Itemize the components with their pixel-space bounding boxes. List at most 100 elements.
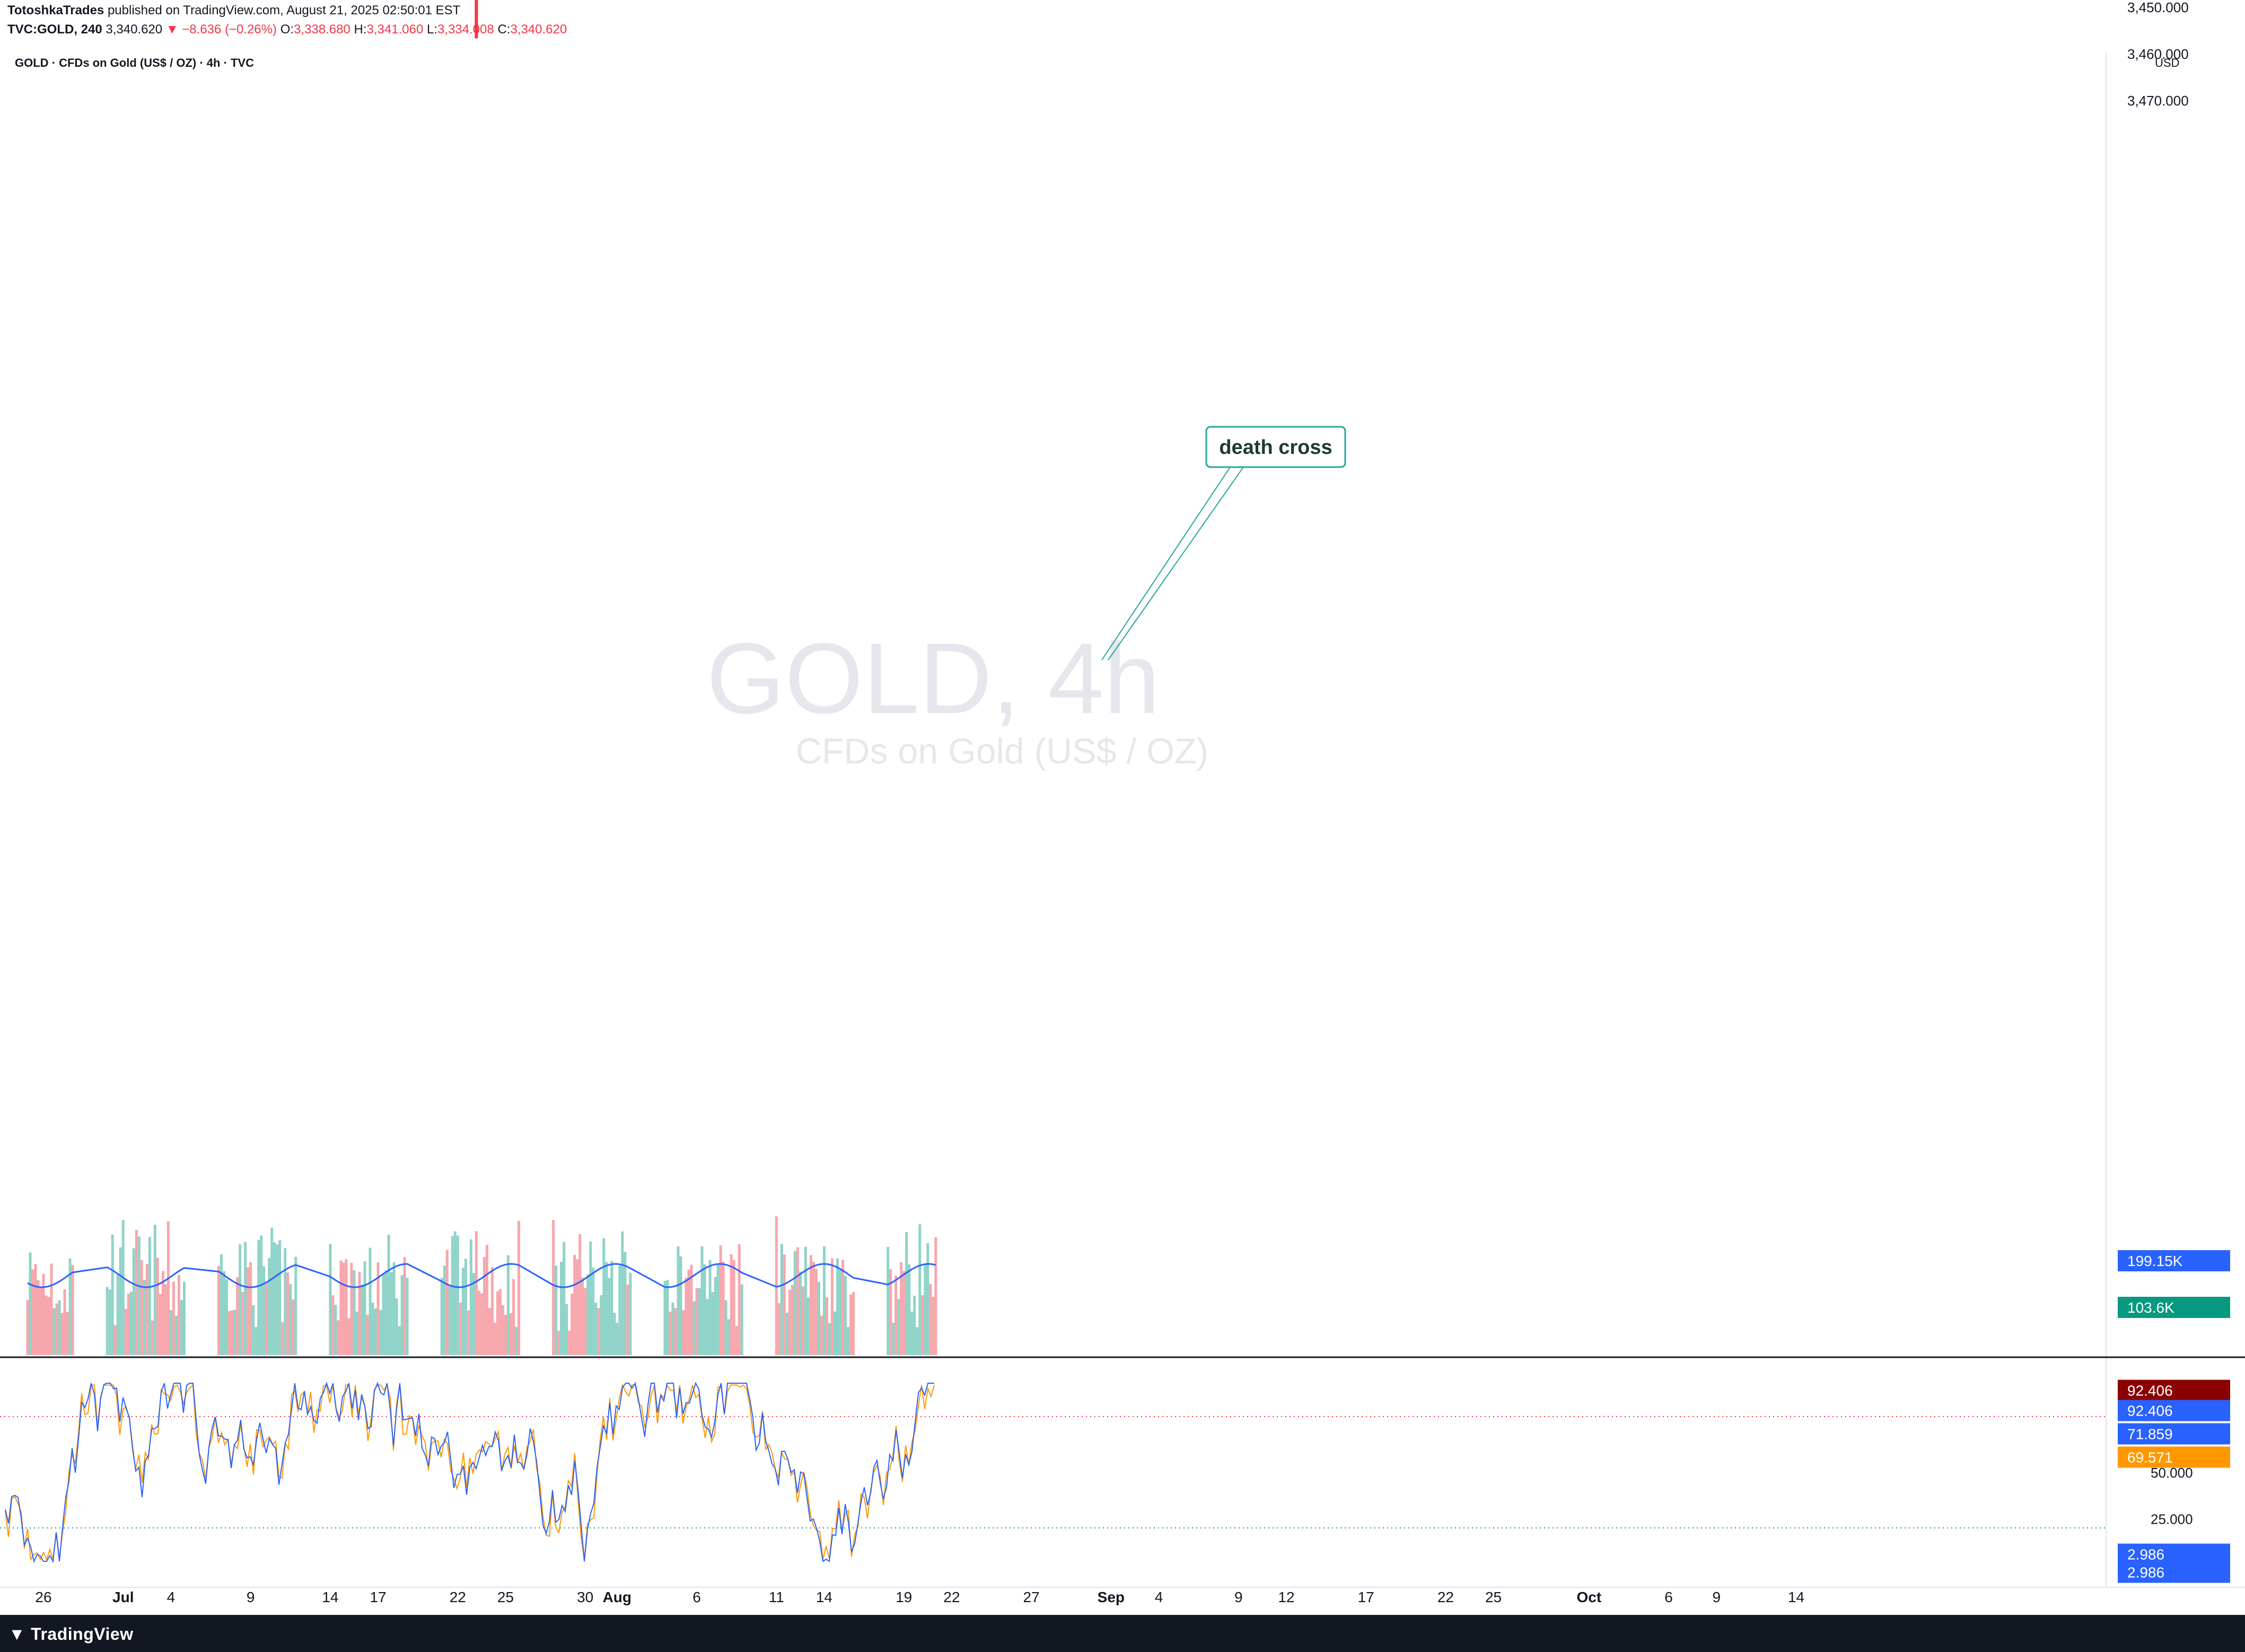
time-tick-label[interactable]: 22 xyxy=(943,1589,960,1605)
volume-bar xyxy=(844,1276,847,1355)
time-tick-label[interactable]: 11 xyxy=(769,1589,784,1605)
volume-bar xyxy=(719,1245,722,1355)
stoch-tag[interactable]: 2.986 xyxy=(2127,1565,2164,1581)
time-tick-label[interactable]: 14 xyxy=(322,1589,338,1605)
stoch-tag[interactable]: 92.406 xyxy=(2127,1383,2173,1399)
price-tick-label[interactable]: 3,450.000 xyxy=(2127,0,2189,15)
volume-bar xyxy=(918,1224,922,1355)
volume-bar xyxy=(708,1260,712,1355)
volume-bar xyxy=(730,1254,733,1355)
volume-bar xyxy=(555,1265,558,1355)
volume-bar xyxy=(453,1231,457,1355)
time-tick-label[interactable]: 17 xyxy=(1358,1589,1374,1605)
time-tick-label[interactable]: Sep xyxy=(1098,1589,1125,1605)
tradingview-logo[interactable]: ▼ TradingView xyxy=(8,1624,134,1644)
volume-bar xyxy=(148,1237,151,1355)
volume-bar xyxy=(71,1264,74,1355)
time-tick-label[interactable]: 4 xyxy=(1155,1589,1163,1605)
volume-bar xyxy=(557,1331,560,1355)
volume-bar xyxy=(220,1254,223,1355)
time-tick-label[interactable]: 25 xyxy=(497,1589,514,1605)
volume-bar xyxy=(225,1279,229,1355)
time-tick-label[interactable]: 25 xyxy=(1485,1589,1502,1605)
price-tick-label[interactable]: 3,460.000 xyxy=(2127,46,2189,62)
price-axis[interactable]: 3,470.0003,460.0003,450.0003,440.0003,43… xyxy=(2104,0,2230,1583)
volume-bar xyxy=(379,1310,382,1355)
volume-bar xyxy=(602,1238,606,1355)
volume-bar xyxy=(260,1235,263,1355)
time-tick-label[interactable]: 9 xyxy=(247,1589,255,1605)
volume-bar xyxy=(140,1260,143,1355)
volume-bar xyxy=(592,1267,595,1355)
volume-bar xyxy=(37,1280,40,1355)
time-tick-label[interactable]: 9 xyxy=(1234,1589,1243,1605)
time-tick-label[interactable]: 22 xyxy=(450,1589,466,1605)
time-tick-label[interactable]: 17 xyxy=(370,1589,386,1605)
time-tick-label[interactable]: 6 xyxy=(1664,1589,1673,1605)
volume-bar xyxy=(182,1281,186,1355)
volume-bar xyxy=(252,1305,255,1355)
volume-bar xyxy=(692,1301,696,1355)
stoch-tag[interactable]: 92.406 xyxy=(2127,1403,2173,1419)
stoch-tag[interactable]: 69.571 xyxy=(2127,1449,2173,1466)
volume-bar xyxy=(459,1303,462,1355)
volume-bar xyxy=(174,1315,178,1355)
volume-bar xyxy=(292,1299,295,1355)
volume-bar xyxy=(908,1264,911,1355)
stoch-tag[interactable]: 71.859 xyxy=(2127,1426,2173,1442)
time-tick-label[interactable]: Aug xyxy=(603,1589,632,1605)
volume-bar xyxy=(852,1292,855,1355)
volume-bar xyxy=(616,1322,619,1355)
stoch-tag[interactable]: 2.986 xyxy=(2127,1546,2164,1563)
time-tick-label[interactable]: 4 xyxy=(167,1589,176,1605)
volume-bar xyxy=(573,1254,576,1355)
time-tick-label[interactable]: 14 xyxy=(1788,1589,1804,1605)
stoch-k-line xyxy=(5,1381,934,1563)
symbol-line[interactable]: TVC:GOLD, 240 xyxy=(7,22,102,37)
price-tick-label[interactable]: 3,470.000 xyxy=(2127,93,2189,109)
time-tick-label[interactable]: 14 xyxy=(816,1589,832,1605)
time-axis[interactable]: 26 Jul 4 9 14 17 22 25 30 Aug 6 11 14 19 22 27 Sep 4 9 12 17… xyxy=(35,1589,1804,1605)
chart-canvas[interactable]: GOLD, 4h CFDs on Gold (US$ / OZ) sell zo… xyxy=(0,0,2245,1615)
time-tick-label[interactable]: Oct xyxy=(1577,1589,1602,1605)
volume-bar xyxy=(669,1312,672,1355)
volume-bar xyxy=(608,1278,611,1355)
volume-bar xyxy=(480,1293,483,1355)
volume-bar xyxy=(488,1307,491,1355)
high-value: 3,341.060 xyxy=(366,22,424,37)
volume-bar xyxy=(913,1295,916,1355)
time-tick-label[interactable]: 9 xyxy=(1712,1589,1721,1605)
volume-bar xyxy=(777,1303,781,1355)
time-tick-label[interactable]: 30 xyxy=(577,1589,593,1605)
stoch-tag-box xyxy=(2118,1379,2230,1401)
volume-bar xyxy=(560,1261,563,1355)
volume-tag[interactable]: 103.6K xyxy=(2127,1299,2174,1316)
time-tick-label[interactable]: 12 xyxy=(1278,1589,1294,1605)
time-tick-label[interactable]: Jul xyxy=(112,1589,134,1605)
volume-bar xyxy=(490,1267,494,1355)
time-tick-label[interactable]: 6 xyxy=(692,1589,701,1605)
volume-bar xyxy=(820,1315,823,1355)
volume-bar xyxy=(329,1244,332,1355)
volume-bar xyxy=(576,1259,579,1355)
time-tick-label[interactable]: 19 xyxy=(896,1589,912,1605)
volume-bar xyxy=(228,1311,231,1355)
time-tick-label[interactable]: 22 xyxy=(1437,1589,1454,1605)
volume-bar xyxy=(374,1308,377,1355)
volume-bar xyxy=(284,1248,287,1355)
time-tick-label[interactable]: 27 xyxy=(1023,1589,1040,1605)
stoch-tick-label: 50.000 xyxy=(2151,1465,2193,1481)
volume-bar xyxy=(58,1300,61,1355)
author-name[interactable]: TotoshkaTrades xyxy=(7,3,104,17)
volume-bar xyxy=(578,1234,582,1355)
volume-ma-tag[interactable]: 199.15K xyxy=(2127,1253,2183,1269)
volume-bar xyxy=(806,1297,810,1355)
volume-bar xyxy=(461,1268,464,1355)
volume-bars xyxy=(26,1216,937,1355)
volume-bar xyxy=(384,1270,388,1355)
volume-bar xyxy=(674,1308,677,1355)
volume-bar xyxy=(477,1290,480,1355)
volume-bar xyxy=(624,1252,627,1355)
low-label: L: xyxy=(426,22,437,37)
time-tick-label[interactable]: 26 xyxy=(35,1589,51,1605)
